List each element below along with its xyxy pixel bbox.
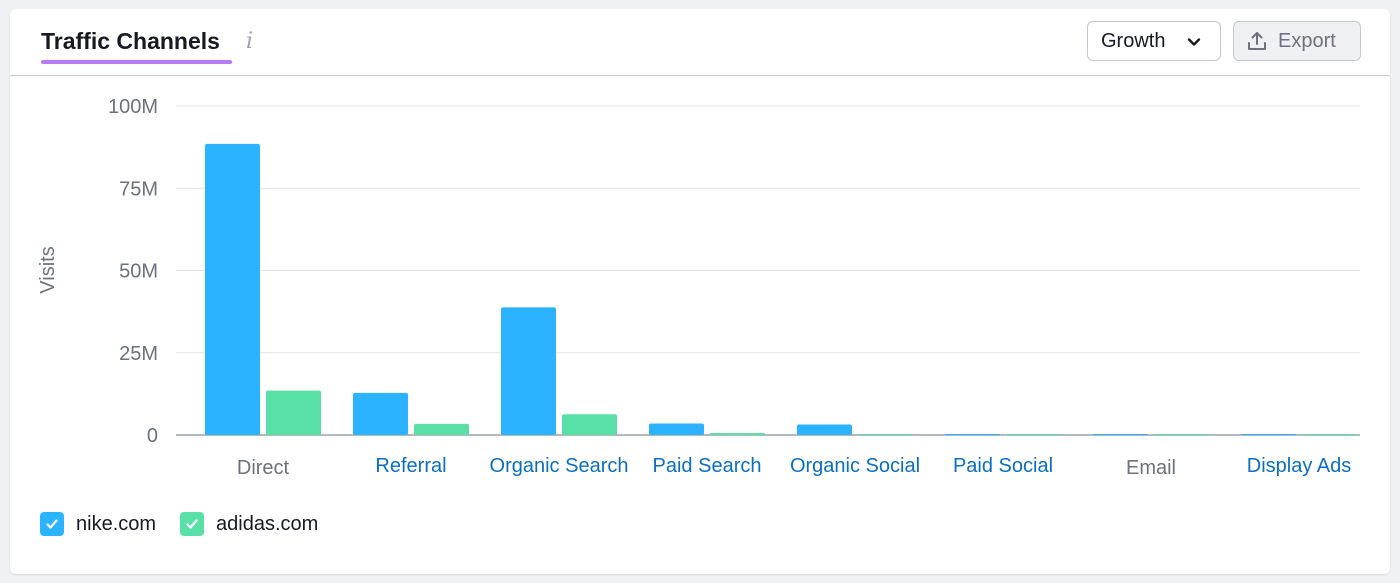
title-underline xyxy=(41,60,232,64)
bar-nike xyxy=(205,143,260,435)
bar-nike xyxy=(1093,434,1148,435)
growth-dropdown[interactable]: Growth xyxy=(1087,21,1221,61)
bar-nike xyxy=(649,423,704,435)
legend-item-nike[interactable]: nike.com xyxy=(40,512,156,536)
card-title: Traffic Channels xyxy=(41,28,220,54)
chevron-down-icon xyxy=(1187,38,1201,46)
bar-adidas xyxy=(266,390,321,435)
info-icon[interactable]: i xyxy=(246,29,254,54)
checkbox-checked-icon[interactable] xyxy=(180,512,205,536)
x-tick-label: Email xyxy=(1126,457,1176,479)
y-tick-label: 75M xyxy=(119,178,158,200)
y-tick-label: 50M xyxy=(119,261,158,283)
x-tick-label: Direct xyxy=(237,457,290,479)
bar-nike xyxy=(501,307,556,435)
bar-adidas xyxy=(562,414,617,435)
x-tick-label[interactable]: Paid Social xyxy=(953,455,1053,477)
upload-icon xyxy=(1248,32,1266,50)
legend-item-adidas[interactable]: adidas.com xyxy=(180,512,318,536)
export-button[interactable]: Export xyxy=(1233,21,1361,61)
bar-nike xyxy=(945,434,1000,435)
checkbox-checked-icon[interactable] xyxy=(40,512,64,536)
traffic-bar-chart: 0 25M 50M 75M 100M Visits Direct Referral Organi… xyxy=(37,96,1360,479)
chart-legend: nike.com adidas.com xyxy=(40,512,342,536)
export-label: Export xyxy=(1278,29,1336,52)
y-tick-label: 0 xyxy=(147,425,158,447)
x-tick-label[interactable]: Organic Search xyxy=(490,455,629,477)
bar-nike xyxy=(797,424,852,435)
x-tick-label[interactable]: Organic Social xyxy=(790,455,920,477)
bar-nike xyxy=(1241,434,1296,435)
bar-adidas xyxy=(1302,434,1357,435)
bar-adidas xyxy=(414,423,469,435)
card-header: Traffic Channels i Growth Export xyxy=(10,9,1390,76)
growth-label: Growth xyxy=(1101,29,1166,52)
legend-label: nike.com xyxy=(76,512,157,535)
y-tick-label: 25M xyxy=(119,343,158,365)
bar-adidas xyxy=(1006,434,1061,435)
legend-label: adidas.com xyxy=(216,512,319,535)
y-tick-label: 100M xyxy=(108,96,158,118)
bar-nike xyxy=(353,392,408,435)
x-tick-label[interactable]: Display Ads xyxy=(1247,455,1352,477)
y-axis-label: Visits xyxy=(37,246,59,293)
bar-adidas xyxy=(1154,434,1209,435)
bar-adidas xyxy=(710,433,765,435)
x-tick-label[interactable]: Paid Search xyxy=(653,455,762,477)
traffic-channels-card: Traffic Channels i Growth Export 0 25M 50M… xyxy=(10,9,1390,574)
x-tick-label[interactable]: Referral xyxy=(375,455,446,477)
bar-adidas xyxy=(858,434,913,435)
